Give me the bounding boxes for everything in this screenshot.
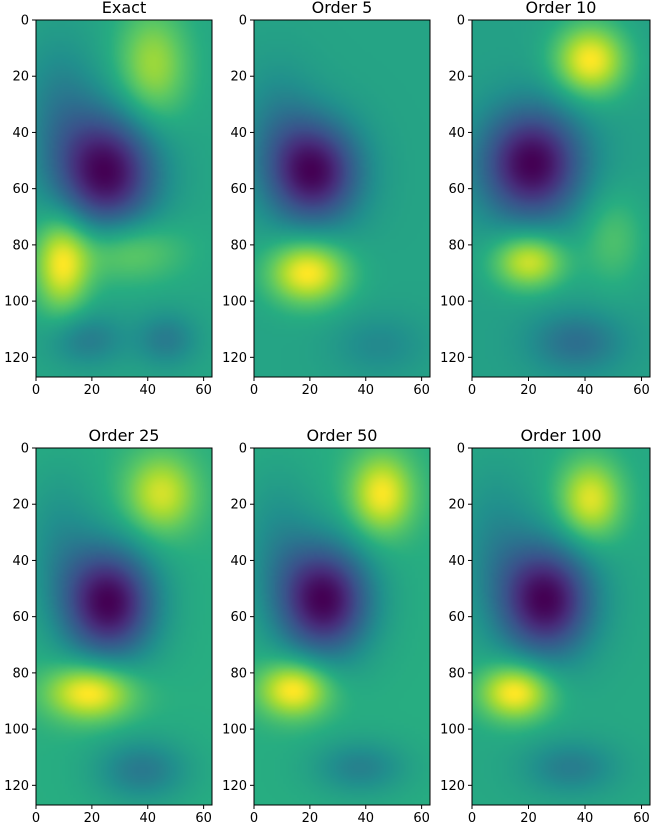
panel-3: Order 10 0 20 40 60 0 20 40 60 80 100 120 bbox=[440, 0, 651, 398]
panel-5: Order 50 0 20 40 60 0 20 40 60 80 100 120 bbox=[222, 426, 431, 826]
panel-title: Order 25 bbox=[89, 426, 160, 445]
y-tick-label: 120 bbox=[222, 779, 247, 794]
heatmap-image bbox=[472, 448, 650, 805]
heatmap-image bbox=[472, 20, 650, 377]
x-tick-label: 40 bbox=[139, 383, 156, 398]
y-tick-label: 80 bbox=[448, 666, 465, 681]
panel-2: Order 5 0 20 40 60 0 20 40 60 80 100 120 bbox=[222, 0, 431, 398]
x-tick-label: 0 bbox=[468, 383, 476, 398]
y-tick-label: 100 bbox=[4, 295, 29, 310]
x-tick-label: 60 bbox=[413, 383, 430, 398]
y-tick-label: 40 bbox=[230, 126, 247, 141]
panel-6: Order 100 0 20 40 60 0 20 40 60 80 100 120 bbox=[440, 426, 651, 826]
panel-4: Order 25 0 20 40 60 0 20 40 60 80 100 120 bbox=[4, 426, 213, 826]
x-tick-label: 60 bbox=[195, 383, 212, 398]
panel-title: Order 100 bbox=[520, 426, 601, 445]
x-tick-label: 60 bbox=[195, 811, 212, 826]
y-tick-label: 100 bbox=[440, 295, 465, 310]
y-tick-label: 80 bbox=[12, 666, 29, 681]
y-tick-label: 60 bbox=[448, 610, 465, 625]
x-tick-label: 20 bbox=[84, 383, 101, 398]
y-tick-label: 120 bbox=[222, 351, 247, 366]
x-tick-label: 60 bbox=[633, 383, 650, 398]
panel-title: Order 10 bbox=[526, 0, 597, 17]
panel-title: Order 50 bbox=[307, 426, 378, 445]
x-tick-label: 0 bbox=[32, 383, 40, 398]
y-tick-label: 120 bbox=[4, 351, 29, 366]
x-tick-label: 40 bbox=[357, 811, 374, 826]
y-tick-label: 20 bbox=[448, 70, 465, 85]
x-tick-label: 20 bbox=[520, 811, 537, 826]
y-tick-label: 100 bbox=[222, 295, 247, 310]
y-tick-label: 60 bbox=[12, 182, 29, 197]
heatmap-image bbox=[254, 20, 430, 377]
y-tick-label: 100 bbox=[440, 723, 465, 738]
y-tick-label: 20 bbox=[230, 70, 247, 85]
y-tick-label: 100 bbox=[4, 723, 29, 738]
x-tick-label: 40 bbox=[357, 383, 374, 398]
panel-title: Order 5 bbox=[312, 0, 373, 17]
y-tick-label: 0 bbox=[457, 442, 465, 457]
y-tick-label: 0 bbox=[457, 14, 465, 29]
x-tick-label: 40 bbox=[139, 811, 156, 826]
y-tick-label: 80 bbox=[12, 238, 29, 253]
x-tick-label: 60 bbox=[633, 811, 650, 826]
panel-title: Exact bbox=[102, 0, 146, 17]
axes-frame bbox=[35, 19, 213, 378]
y-tick-label: 60 bbox=[448, 182, 465, 197]
y-tick-label: 100 bbox=[222, 723, 247, 738]
x-tick-label: 0 bbox=[468, 811, 476, 826]
y-tick-label: 40 bbox=[448, 554, 465, 569]
x-tick-label: 20 bbox=[302, 811, 319, 826]
y-tick-label: 60 bbox=[230, 610, 247, 625]
heatmap-image bbox=[36, 448, 212, 805]
y-tick-label: 40 bbox=[12, 126, 29, 141]
y-tick-label: 20 bbox=[12, 70, 29, 85]
y-tick-label: 60 bbox=[12, 610, 29, 625]
axes-frame bbox=[471, 447, 651, 806]
axes-frame bbox=[471, 19, 651, 378]
y-tick-label: 40 bbox=[230, 554, 247, 569]
x-tick-label: 0 bbox=[250, 811, 258, 826]
y-tick-label: 120 bbox=[4, 779, 29, 794]
x-tick-label: 20 bbox=[520, 383, 537, 398]
y-tick-label: 120 bbox=[440, 779, 465, 794]
x-tick-label: 0 bbox=[250, 383, 258, 398]
y-tick-label: 80 bbox=[230, 238, 247, 253]
y-tick-label: 0 bbox=[21, 14, 29, 29]
axes-frame bbox=[253, 19, 431, 378]
x-tick-label: 40 bbox=[577, 811, 594, 826]
heatmap-image bbox=[254, 448, 430, 805]
y-tick-label: 0 bbox=[239, 14, 247, 29]
axes-frame bbox=[253, 447, 431, 806]
y-tick-label: 120 bbox=[440, 351, 465, 366]
x-tick-label: 20 bbox=[84, 811, 101, 826]
x-tick-label: 40 bbox=[577, 383, 594, 398]
y-tick-label: 80 bbox=[448, 238, 465, 253]
y-tick-label: 20 bbox=[448, 498, 465, 513]
heatmap-image bbox=[36, 20, 212, 377]
x-tick-label: 0 bbox=[32, 811, 40, 826]
y-tick-label: 20 bbox=[230, 498, 247, 513]
y-tick-label: 80 bbox=[230, 666, 247, 681]
y-tick-label: 40 bbox=[448, 126, 465, 141]
x-tick-label: 60 bbox=[413, 811, 430, 826]
y-tick-label: 60 bbox=[230, 182, 247, 197]
y-tick-label: 40 bbox=[12, 554, 29, 569]
panel-1: Exact 0 20 40 60 0 20 40 60 80 100 120 bbox=[4, 0, 213, 398]
x-tick-label: 20 bbox=[302, 383, 319, 398]
y-tick-label: 20 bbox=[12, 498, 29, 513]
y-tick-label: 0 bbox=[21, 442, 29, 457]
y-tick-label: 0 bbox=[239, 442, 247, 457]
axes-frame bbox=[35, 447, 213, 806]
